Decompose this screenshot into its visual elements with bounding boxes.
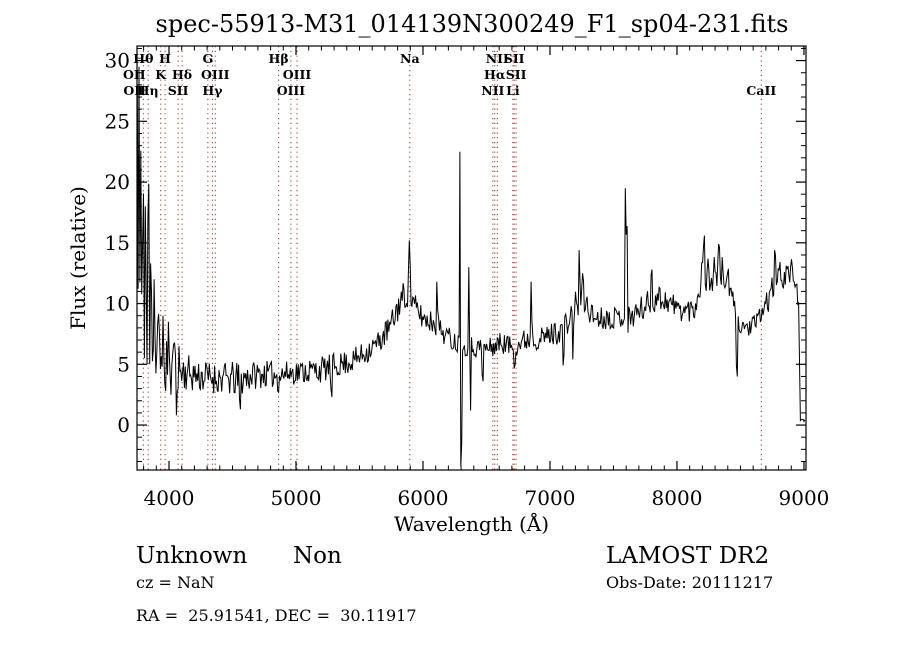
spectral-marker-label: Hδ: [172, 67, 192, 82]
spectral-marker-label: OIII: [201, 67, 230, 82]
spectrum-line: [137, 66, 806, 467]
y-tick-label: 30: [105, 49, 130, 73]
spectral-marker-label: OII: [123, 83, 146, 98]
spectrum-group: [137, 66, 806, 467]
obsdate-text: Obs-Date: 20111217: [606, 573, 774, 592]
y-axis-label: Flux (relative): [66, 186, 90, 330]
x-tick-label: 5000: [271, 486, 322, 510]
plot-frame: [136, 45, 807, 471]
spectral-marker-label: NII: [486, 51, 509, 66]
x-tick-label: 4000: [144, 486, 195, 510]
spectral-marker-label: OIII: [283, 67, 312, 82]
axes-group: 4000 5000 6000 7000 8000 9000 0 5 10 15 20 25 30: [105, 45, 830, 510]
x-tick-label: 8000: [652, 486, 703, 510]
subclass-text: Non: [293, 543, 342, 569]
x-axis-label: Wavelength (Å): [393, 512, 550, 536]
spectral-marker-label: OIII: [277, 83, 306, 98]
spectral-marker-label: CaII: [746, 83, 776, 98]
spectral-marker-label: Hθ: [133, 51, 153, 66]
spectral-marker-label: H: [159, 51, 171, 66]
spectral-marker-label: Hη: [138, 83, 159, 98]
spectral-marker-label: Li: [506, 83, 520, 98]
spectral-marker-label: Hγ: [202, 83, 223, 98]
spectral-marker-label: K: [155, 67, 167, 82]
classification-text: Unknown: [136, 543, 248, 569]
y-tick-label: 10: [105, 292, 130, 316]
cz-text: cz = NaN: [136, 573, 215, 592]
spectral-marker-label: Hβ: [269, 51, 289, 66]
classification-line: Unknown Non: [136, 543, 342, 569]
spectral-marker-label: OII: [123, 67, 146, 82]
x-tick-label: 6000: [398, 486, 449, 510]
spectral-marker-label: SII: [504, 51, 525, 66]
spectral-marker-labels: OIIOIIHθHηKHSIIHδGHγOIIIHβOIIIOIIINaNIIH…: [123, 51, 776, 98]
spectral-marker-lines: [142, 46, 762, 470]
spectral-marker-label: G: [203, 51, 214, 66]
y-tick-label: 15: [105, 231, 130, 255]
spectral-marker-label: Na: [400, 51, 420, 66]
spectral-marker-label: SII: [168, 83, 189, 98]
x-tick-label: 9000: [779, 486, 830, 510]
x-tick-label: 7000: [525, 486, 576, 510]
y-tick-label: 0: [117, 413, 130, 437]
spectral-marker-label: SII: [506, 67, 527, 82]
y-tick-label: 20: [105, 170, 130, 194]
plot-title: spec-55913-M31_014139N300249_F1_sp04-231…: [155, 10, 789, 38]
spectral-marker-label: NII: [481, 83, 504, 98]
y-tick-label: 5: [117, 352, 130, 376]
survey-text: LAMOST DR2: [606, 543, 770, 569]
y-tick-label: 25: [105, 109, 130, 133]
radec-text: RA = 25.91541, DEC = 30.11917: [136, 606, 417, 625]
spectral-marker-label: Hα: [484, 67, 506, 82]
